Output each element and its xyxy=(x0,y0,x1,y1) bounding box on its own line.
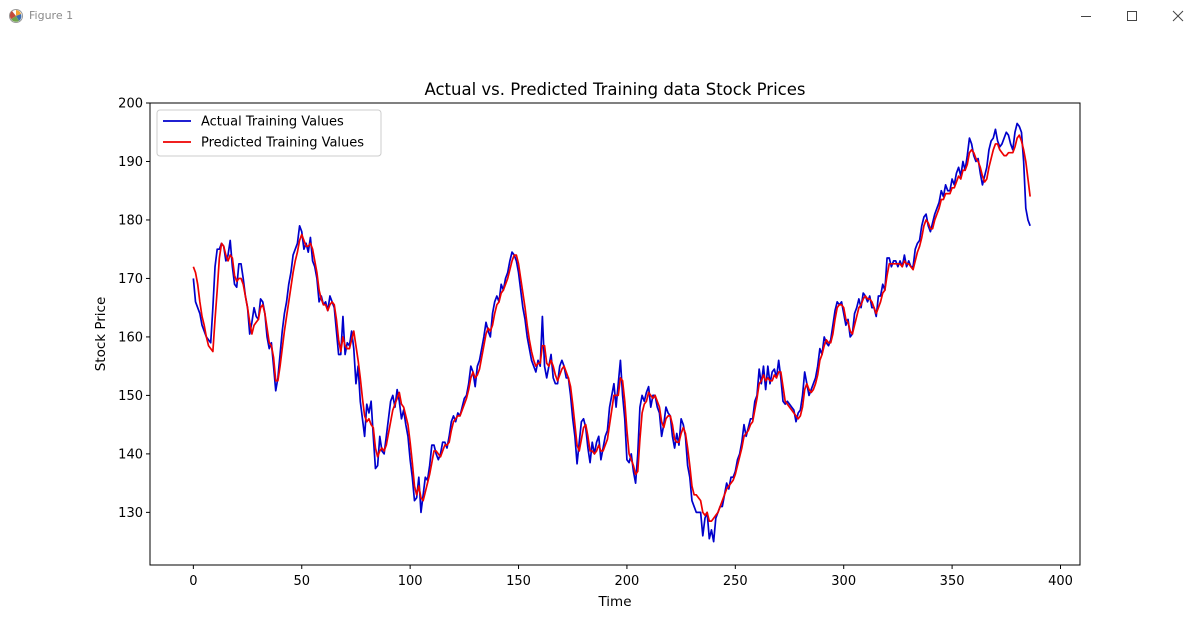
chart-title: Actual vs. Predicted Training data Stock… xyxy=(424,80,805,99)
y-tick-label: 130 xyxy=(118,506,143,521)
x-tick-label: 200 xyxy=(615,574,640,589)
y-tick-label: 140 xyxy=(118,447,143,462)
x-tick-label: 100 xyxy=(398,574,423,589)
window-title: Figure 1 xyxy=(29,9,74,22)
y-tick-label: 190 xyxy=(118,155,143,170)
x-tick-label: 50 xyxy=(293,574,310,589)
legend: Actual Training Values Predicted Training… xyxy=(156,109,382,157)
x-tick-label: 300 xyxy=(831,574,856,589)
axis-ticks: 0 50 100 150 200 250 300 350 400 130 140 150 160 170 1… xyxy=(118,97,1073,590)
matplotlib-logo-icon xyxy=(8,8,24,24)
y-axis-label: Stock Price xyxy=(93,297,109,372)
legend-label: Predicted Training Values xyxy=(201,136,364,151)
close-icon xyxy=(1172,10,1184,22)
minimize-icon xyxy=(1081,16,1091,17)
minimize-button[interactable] xyxy=(1063,0,1109,32)
x-axis-label: Time xyxy=(597,594,631,610)
y-tick-label: 170 xyxy=(118,272,143,287)
legend-box xyxy=(156,109,382,157)
y-tick-label: 180 xyxy=(118,213,143,228)
y-tick-label: 160 xyxy=(118,330,143,345)
x-tick-label: 0 xyxy=(189,574,197,589)
actual-series-line xyxy=(192,122,1031,543)
predicted-series-line xyxy=(192,134,1031,522)
window-titlebar: Figure 1 xyxy=(0,0,1201,32)
maximize-button[interactable] xyxy=(1109,0,1155,32)
maximize-icon xyxy=(1127,11,1137,21)
series-lines xyxy=(192,122,1031,543)
legend-label: Actual Training Values xyxy=(201,115,344,130)
x-tick-label: 250 xyxy=(723,574,748,589)
y-tick-label: 200 xyxy=(118,97,143,112)
plot-frame xyxy=(149,102,1081,566)
x-tick-label: 150 xyxy=(506,574,531,589)
close-button[interactable] xyxy=(1155,0,1201,32)
y-tick-label: 150 xyxy=(118,389,143,404)
x-tick-label: 400 xyxy=(1048,574,1073,589)
x-tick-label: 350 xyxy=(940,574,965,589)
